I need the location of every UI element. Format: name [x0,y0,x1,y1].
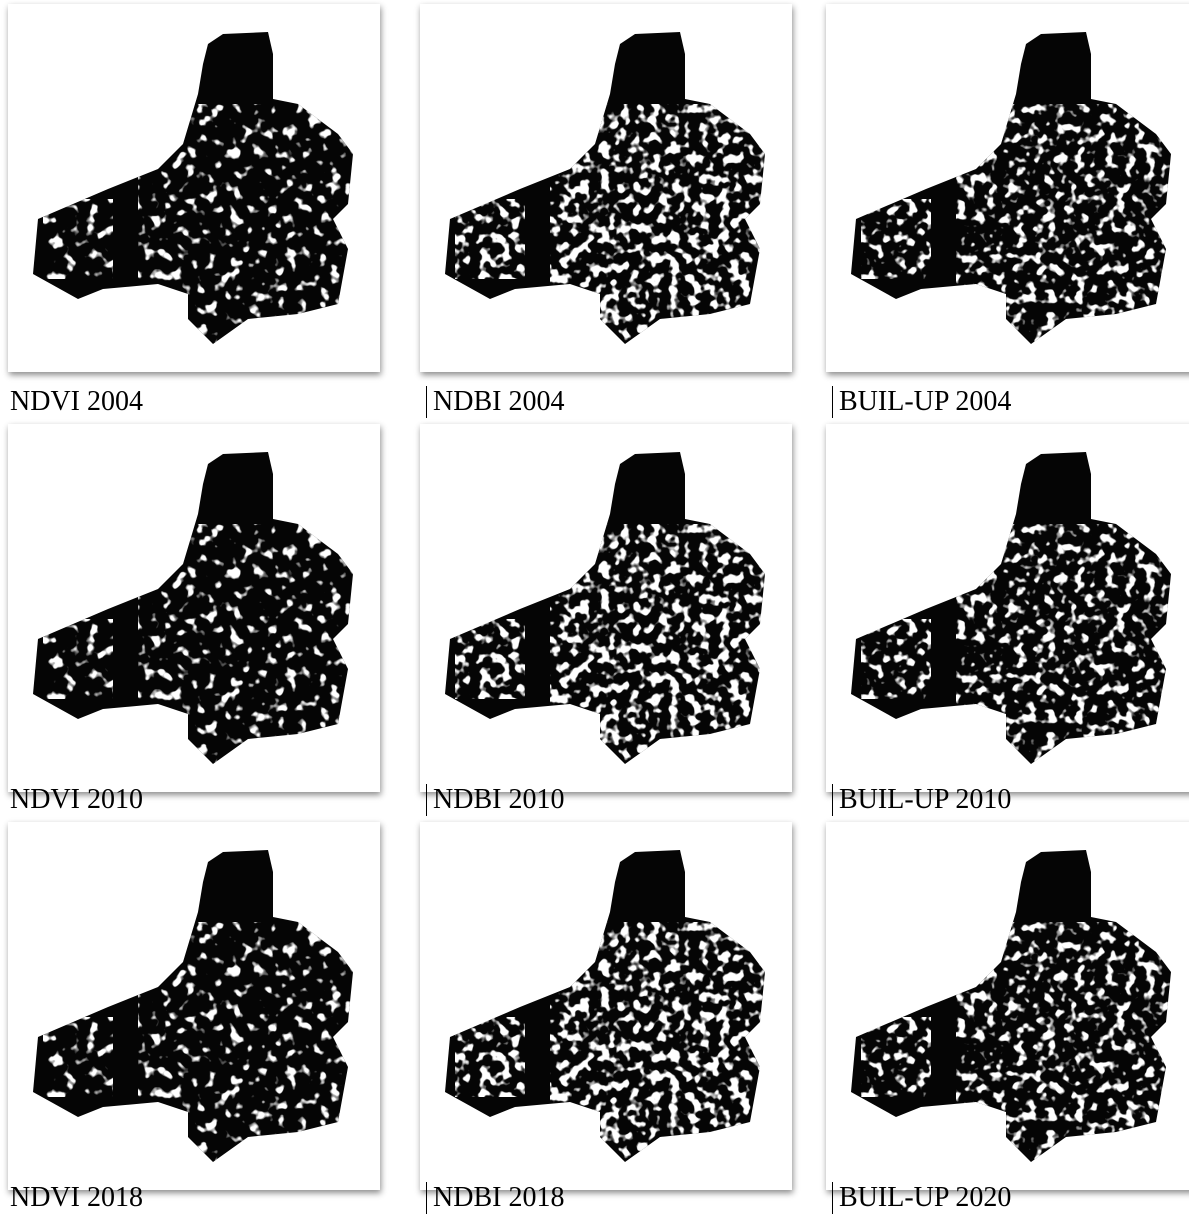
map-texture [956,922,1186,1172]
map-image [420,822,792,1190]
map-panel [8,424,380,792]
map-panel [420,424,792,792]
map-texture [455,619,525,699]
map-image [8,822,380,1190]
map-shape [826,4,1189,372]
map-shape [420,424,792,792]
map-texture [956,104,1186,354]
map-image [8,424,380,792]
caption: NDBI 2010 [426,784,564,816]
map-texture [956,524,1186,774]
map-shape [8,424,380,792]
map-texture [455,1017,525,1097]
map-texture [861,199,931,279]
map-texture [138,104,368,354]
map-texture [550,922,780,1172]
caption: NDVI 2004 [10,386,143,418]
caption: BUIL-UP 2020 [832,1182,1011,1214]
map-texture [43,199,113,279]
map-shape [826,822,1189,1190]
map-texture [43,1017,113,1097]
map-image [826,424,1189,792]
map-texture [861,619,931,699]
map-texture [138,922,368,1172]
map-image [420,4,792,372]
map-panel [420,4,792,372]
map-panel [826,424,1189,792]
caption: NDBI 2018 [426,1182,564,1214]
map-image [826,4,1189,372]
map-shape [826,424,1189,792]
map-shape [8,822,380,1190]
map-texture [550,524,780,774]
map-panel [826,822,1189,1190]
caption: BUIL-UP 2004 [832,386,1011,418]
map-texture [43,619,113,699]
map-panel [8,822,380,1190]
map-texture [861,1017,931,1097]
map-panel [8,4,380,372]
caption: BUIL-UP 2010 [832,784,1011,816]
map-texture [455,199,525,279]
caption: NDBI 2004 [426,386,564,418]
map-shape [8,4,380,372]
map-image [8,4,380,372]
map-panel [826,4,1189,372]
map-texture [550,104,780,354]
map-shape [420,822,792,1190]
map-panel [420,822,792,1190]
caption: NDVI 2018 [10,1182,143,1214]
map-image [420,424,792,792]
caption: NDVI 2010 [10,784,143,816]
map-image [826,822,1189,1190]
figure: NDVI 2004 NDBI 2004 BUIL-UP 2004 NDVI 2010 N… [0,0,1189,1218]
map-shape [420,4,792,372]
map-texture [138,524,368,774]
